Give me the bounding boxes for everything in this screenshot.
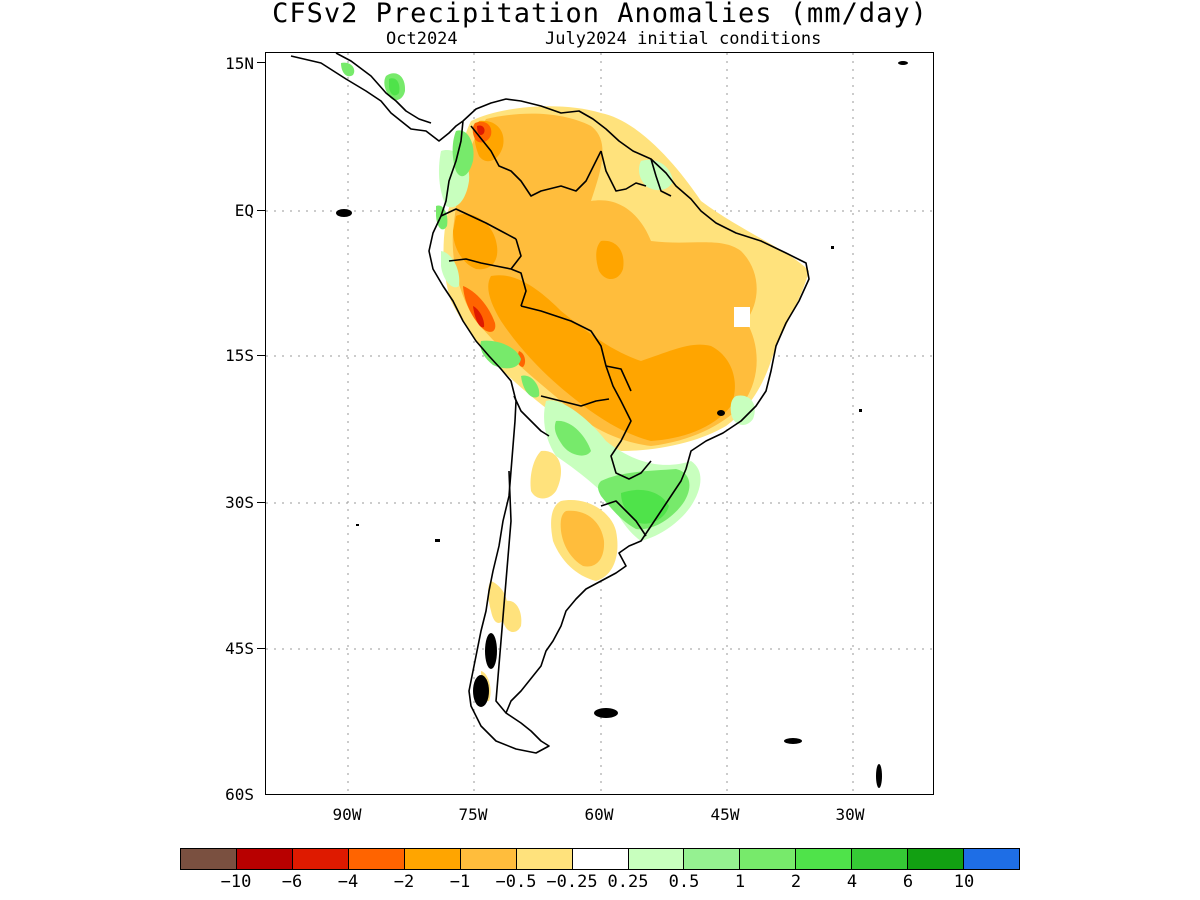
colorbar-label: 6 [902, 872, 914, 892]
lon-label-75w: 75W [458, 805, 488, 824]
lon-label-90w: 90W [332, 805, 362, 824]
precipitation-anomaly-map [266, 53, 933, 794]
lat-tick [257, 502, 265, 503]
initial-conditions-label: July2024 initial conditions [545, 29, 822, 49]
colorbar-swatch [628, 849, 685, 869]
colorbar-swatch [292, 849, 349, 869]
colorbar-swatch [572, 849, 629, 869]
lat-tick [257, 355, 265, 356]
lat-label-eq: EQ [234, 201, 254, 220]
masked-cell [734, 307, 750, 327]
colorbar [180, 848, 1020, 870]
colorbar-swatch [460, 849, 517, 869]
colorbar-swatch [852, 849, 909, 869]
lat-label-45s: 45S [225, 639, 254, 658]
colorbar-label: −2 [393, 872, 415, 892]
colorbar-label: −10 [220, 872, 252, 892]
colorbar-swatch [348, 849, 405, 869]
colorbar-label: −0.5 [495, 872, 537, 892]
colorbar-label: 0.25 [607, 872, 649, 892]
lat-label-30s: 30S [225, 493, 254, 512]
islands [336, 61, 908, 788]
lon-label-30w: 30W [835, 805, 865, 824]
colorbar-swatch [740, 849, 797, 869]
lat-label-60s: 60S [225, 785, 254, 804]
lat-label-15n: 15N [225, 54, 254, 73]
colorbar-swatch [516, 849, 573, 869]
colorbar-swatch [908, 849, 965, 869]
colorbar-label: 0.5 [668, 872, 700, 892]
colorbar-label: 1 [734, 872, 746, 892]
lon-label-60w: 60W [584, 805, 614, 824]
coastlines [290, 53, 810, 754]
colorbar-swatch [236, 849, 293, 869]
anomaly-extreme-dry [473, 125, 485, 328]
colorbar-swatch [684, 849, 741, 869]
colorbar-label: 10 [953, 872, 975, 892]
lon-label-45w: 45W [710, 805, 740, 824]
map-panel [265, 52, 934, 795]
colorbar-label: 4 [846, 872, 858, 892]
colorbar-swatch [181, 849, 237, 869]
colorbar-swatch [964, 849, 1020, 869]
colorbar-swatch [404, 849, 461, 869]
colorbar-swatch [796, 849, 853, 869]
valid-month-label: Oct2024 [386, 29, 458, 49]
anomaly-strong-wet [389, 78, 669, 524]
colorbar-label: −4 [337, 872, 359, 892]
colorbar-label: 2 [790, 872, 802, 892]
colorbar-label: −1 [449, 872, 471, 892]
colorbar-label: −0.25 [546, 872, 598, 892]
lat-tick [257, 62, 265, 63]
colorbar-label: −6 [281, 872, 303, 892]
map-title: CFSv2 Precipitation Anomalies (mm/day) [272, 0, 928, 29]
lat-label-15s: 15S [225, 346, 254, 365]
lat-tick [257, 648, 265, 649]
lat-tick [257, 210, 265, 211]
